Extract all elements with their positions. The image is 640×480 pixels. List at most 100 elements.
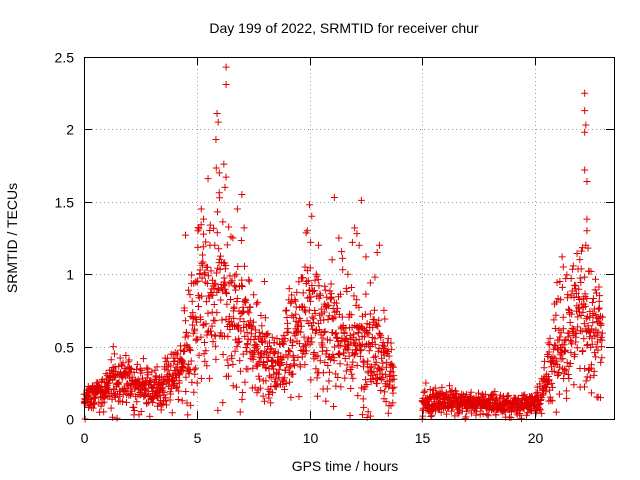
data-point xyxy=(575,296,583,304)
data-point xyxy=(252,300,260,308)
data-point xyxy=(143,364,151,372)
data-point xyxy=(219,351,227,359)
data-point xyxy=(294,353,302,361)
data-point xyxy=(373,321,381,329)
data-point xyxy=(548,379,556,387)
data-point xyxy=(319,334,327,342)
data-point xyxy=(100,408,108,416)
data-point xyxy=(216,194,224,202)
data-point xyxy=(555,390,563,398)
plot-frame xyxy=(84,57,615,420)
data-point xyxy=(312,365,320,373)
data-point xyxy=(291,297,299,305)
data-point xyxy=(198,259,206,267)
data-point xyxy=(228,354,236,362)
data-point xyxy=(97,402,105,410)
data-point xyxy=(387,345,395,353)
data-point xyxy=(268,389,276,397)
data-point xyxy=(353,230,361,238)
data-point xyxy=(217,296,225,304)
data-point xyxy=(202,347,210,355)
data-point xyxy=(202,320,210,328)
data-point xyxy=(325,302,333,310)
data-point xyxy=(428,411,436,419)
data-point xyxy=(343,288,351,296)
data-point xyxy=(297,317,305,325)
data-point xyxy=(381,370,389,378)
data-point xyxy=(201,269,209,277)
y-tick-label: 0.5 xyxy=(55,340,75,356)
data-point xyxy=(595,283,603,291)
data-point xyxy=(126,391,134,399)
data-point xyxy=(295,393,303,401)
data-point xyxy=(224,361,232,369)
data-point xyxy=(324,316,332,324)
data-point xyxy=(580,335,588,343)
data-point xyxy=(345,310,353,318)
data-point xyxy=(330,357,338,365)
data-point xyxy=(301,263,309,271)
data-point xyxy=(193,318,201,326)
data-point xyxy=(362,290,370,298)
data-point xyxy=(116,354,124,362)
data-point xyxy=(594,393,602,401)
data-point xyxy=(198,251,206,259)
data-point xyxy=(234,263,242,271)
data-point xyxy=(536,406,544,414)
data-point xyxy=(252,326,260,334)
data-point xyxy=(545,376,553,384)
data-point xyxy=(223,300,231,308)
data-point xyxy=(365,330,373,338)
data-point xyxy=(197,221,205,229)
data-point xyxy=(349,358,357,366)
data-point xyxy=(321,358,329,366)
data-point xyxy=(198,292,206,300)
data-point xyxy=(594,346,602,354)
data-point xyxy=(265,394,273,402)
data-point xyxy=(552,408,560,416)
data-point xyxy=(578,247,586,255)
data-point xyxy=(543,381,551,389)
data-point xyxy=(342,324,350,332)
data-point xyxy=(355,241,363,249)
data-point xyxy=(195,351,203,359)
data-point xyxy=(550,367,558,375)
data-point xyxy=(291,296,299,304)
data-point xyxy=(337,383,345,391)
data-point xyxy=(542,388,550,396)
data-point xyxy=(182,373,190,381)
data-point xyxy=(214,118,222,126)
data-point xyxy=(283,306,291,314)
data-point xyxy=(191,370,199,378)
data-point xyxy=(389,399,397,407)
data-point xyxy=(203,362,211,370)
data-point xyxy=(355,303,363,311)
data-point xyxy=(442,389,450,397)
data-point xyxy=(241,262,249,270)
data-point xyxy=(144,371,152,379)
data-point xyxy=(188,378,196,386)
data-point xyxy=(581,273,589,281)
data-point xyxy=(481,390,489,398)
data-point xyxy=(369,324,377,332)
data-point xyxy=(568,324,576,332)
data-point xyxy=(236,367,244,375)
data-point xyxy=(288,342,296,350)
data-point xyxy=(190,388,198,396)
data-point xyxy=(360,358,368,366)
data-point xyxy=(313,374,321,382)
data-point xyxy=(162,401,170,409)
data-point xyxy=(283,314,291,322)
data-point xyxy=(374,347,382,355)
data-point xyxy=(310,315,318,323)
data-point xyxy=(220,160,228,168)
data-point xyxy=(304,277,312,285)
data-point xyxy=(238,276,246,284)
data-point xyxy=(222,261,230,269)
data-point xyxy=(555,370,563,378)
data-point xyxy=(217,329,225,337)
data-point xyxy=(348,363,356,371)
data-point xyxy=(345,352,353,360)
data-point xyxy=(216,252,224,260)
data-point xyxy=(237,237,245,245)
